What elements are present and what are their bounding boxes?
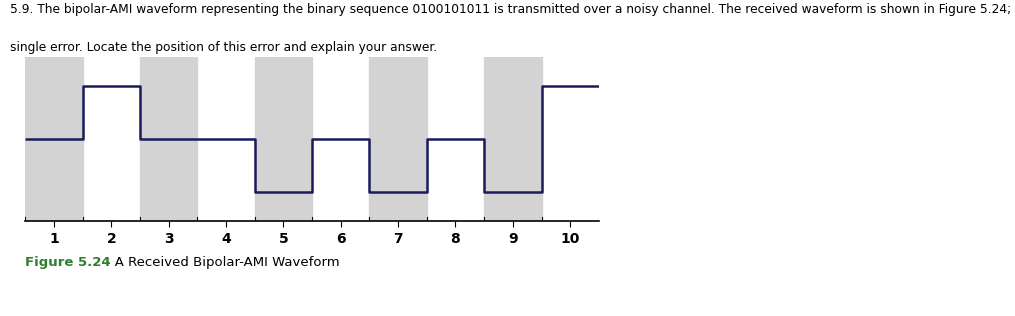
Text: A Received Bipolar-AMI Waveform: A Received Bipolar-AMI Waveform [102,256,339,269]
Bar [484,57,542,221]
Text: Figure 5.24: Figure 5.24 [25,256,111,269]
Bar [369,57,427,221]
Bar [255,57,313,221]
Bar [25,57,82,221]
Text: 5.9. The bipolar-AMI waveform representing the binary sequence 0100101011 is tra: 5.9. The bipolar-AMI waveform representi… [10,3,1015,16]
Bar [140,57,197,221]
Text: single error. Locate the position of this error and explain your answer.: single error. Locate the position of thi… [10,41,437,54]
